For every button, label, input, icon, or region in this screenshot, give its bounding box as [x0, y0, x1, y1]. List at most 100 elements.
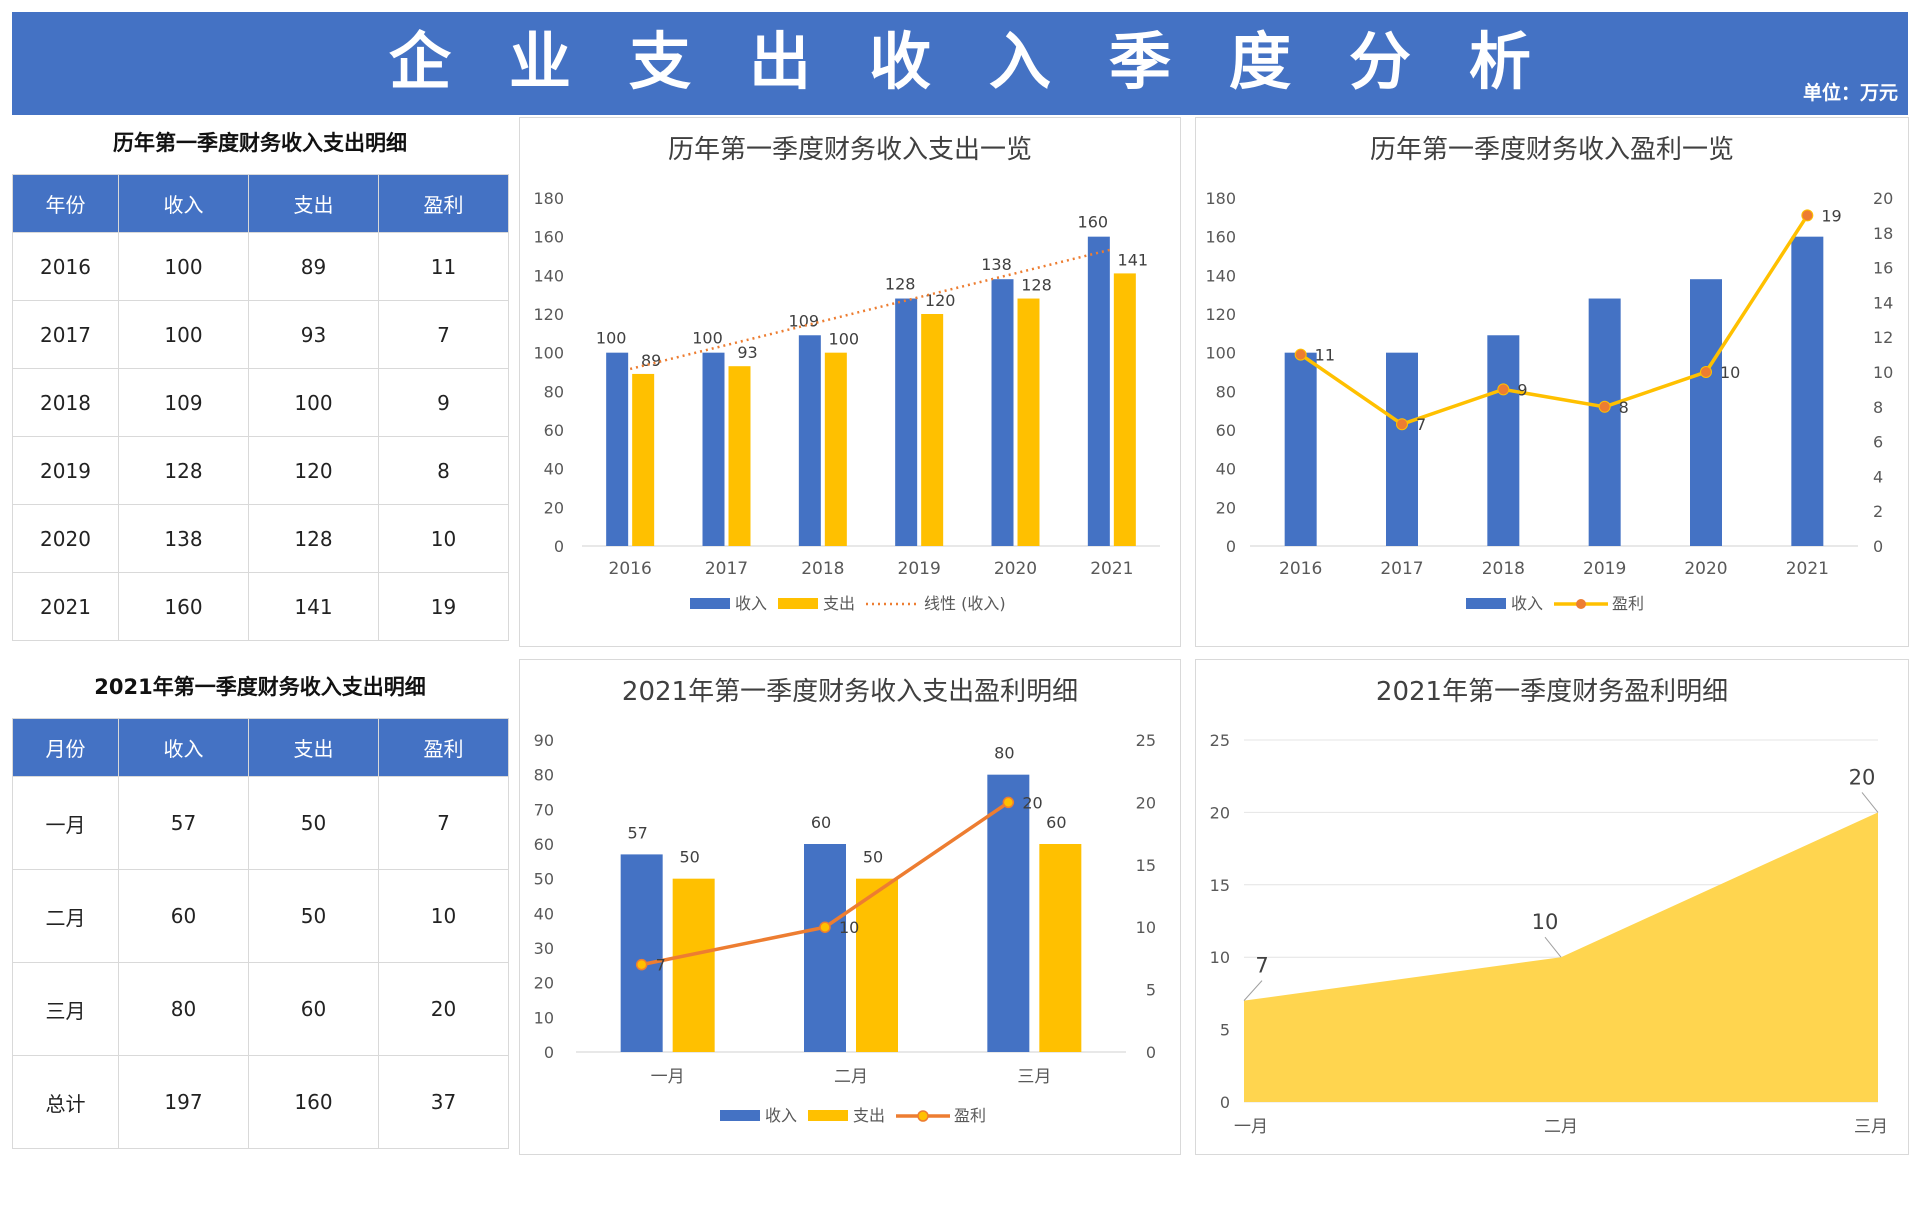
bar-income	[702, 352, 725, 546]
point-profit	[819, 921, 831, 933]
table-row: 2017 100 93 7	[12, 300, 509, 369]
profit-cell: 7	[378, 300, 509, 369]
income-cell: 138	[118, 504, 249, 573]
expense-cell: 160	[248, 1055, 379, 1149]
x-tick-label: 一月	[1234, 1117, 1268, 1137]
data-label-profit: 20	[1849, 765, 1876, 789]
y2-tick-label: 20	[1136, 793, 1156, 812]
bar-expense	[921, 314, 944, 546]
income-cell: 80	[118, 962, 249, 1056]
table-row: 三月 80 60 20	[12, 962, 509, 1056]
table2-title: 2021年第一季度财务收入支出明细	[94, 675, 426, 699]
column-header-expense: 支出	[248, 718, 379, 777]
y-tick-label: 40	[1216, 460, 1236, 479]
yearly-q1-table: 年份 收入 支出 盈利 2016 100 89 11 2017 100 93 7 2018 109…	[12, 174, 509, 641]
income-cell: 109	[118, 368, 249, 437]
legend-swatch-income	[720, 1110, 760, 1121]
profit-cell: 19	[378, 572, 509, 641]
x-tick-label: 一月	[651, 1067, 685, 1087]
y-tick-label: 50	[534, 870, 554, 889]
legend-label-income: 收入	[735, 594, 767, 613]
chart-panel-income-expense: 历年第一季度财务收入支出一览 0 20 40 60 80 100 120 140 160 180 20…	[519, 117, 1181, 647]
bar-income	[620, 854, 663, 1052]
bar-income	[987, 774, 1030, 1052]
chart-title: 2021年第一季度财务盈利明细	[1376, 677, 1728, 707]
data-label-profit: 7	[656, 956, 666, 975]
expense-cell: 50	[248, 869, 379, 963]
data-label-leader	[1544, 936, 1562, 958]
chart-title: 历年第一季度财务收入盈利一览	[1370, 135, 1734, 165]
bar-income	[1284, 352, 1317, 546]
income-cell: 128	[118, 436, 249, 505]
x-tick-label: 2021	[1090, 559, 1133, 579]
data-label-profit: 20	[1022, 793, 1042, 812]
month-cell: 一月	[12, 776, 119, 870]
bar-expense	[824, 352, 847, 546]
x-tick-label: 二月	[834, 1067, 868, 1087]
expense-cell: 50	[248, 776, 379, 870]
monthly-profit-area-chart: 2021年第一季度财务盈利明细 0 5 10 15 20 25 一月 7 二月 10 三月 20	[1210, 677, 1888, 1137]
data-label-profit: 9	[1517, 380, 1527, 399]
x-tick-label: 2016	[1279, 559, 1322, 579]
data-label-profit: 10	[839, 918, 859, 937]
data-label-expense: 50	[679, 848, 699, 867]
bar-expense	[1039, 844, 1082, 1052]
column-header-income: 收入	[118, 174, 249, 233]
legend-label-profit: 盈利	[954, 1106, 986, 1125]
legend-swatch-income	[1466, 598, 1506, 609]
x-tick-label: 三月	[1017, 1067, 1051, 1087]
profit-cell: 8	[378, 436, 509, 505]
data-label-income: 109	[789, 311, 820, 330]
profit-cell: 9	[378, 368, 509, 437]
y-tick-label: 5	[1220, 1021, 1230, 1040]
legend-label-income: 收入	[1511, 594, 1543, 613]
y-tick-label: 40	[534, 904, 554, 923]
chart-title: 2021年第一季度财务收入支出盈利明细	[622, 677, 1078, 707]
profit-cell: 10	[378, 869, 509, 963]
y-tick-label: 160	[533, 228, 564, 247]
y-tick-label: 60	[544, 421, 564, 440]
bar-income	[1588, 298, 1621, 546]
column-header-year: 年份	[12, 174, 119, 233]
bar-expense	[672, 878, 715, 1052]
x-tick-label: 2019	[1583, 559, 1626, 579]
y-tick-label: 140	[533, 266, 564, 285]
point-profit	[1396, 418, 1408, 431]
bar-expense	[632, 373, 655, 546]
bar-income	[991, 279, 1014, 546]
y-tick-label: 160	[1205, 228, 1236, 247]
legend-swatch-expense	[808, 1110, 848, 1121]
y-tick-label: 0	[554, 537, 564, 556]
y-tick-label: 140	[1205, 266, 1236, 285]
data-label-income: 57	[627, 823, 647, 842]
expense-cell: 93	[248, 300, 379, 369]
profit-cell: 11	[378, 232, 509, 301]
point-profit	[1700, 366, 1712, 378]
profit-cell: 20	[378, 962, 509, 1056]
bar-income	[1087, 236, 1110, 546]
y-tick-label: 60	[534, 835, 554, 854]
bar-expense	[1113, 273, 1136, 546]
data-label-expense: 128	[1021, 276, 1052, 295]
bar-income	[895, 298, 918, 546]
month-cell: 三月	[12, 962, 119, 1056]
y-tick-label: 80	[544, 382, 564, 401]
y-tick-label: 20	[544, 498, 564, 517]
data-label-expense: 93	[737, 343, 757, 362]
y2-tick-label: 10	[1136, 918, 1156, 937]
y-tick-label: 120	[1205, 305, 1236, 324]
chart-panel-income-profit: 历年第一季度财务收入盈利一览 0 20 40 60 80 100 120 140 160 180 0 2…	[1195, 117, 1909, 647]
x-tick-label: 2020	[994, 559, 1037, 579]
y-tick-label: 70	[534, 800, 554, 819]
year-cell: 2018	[12, 368, 119, 437]
bar-income	[1487, 335, 1520, 546]
legend-swatch-profit-marker	[1576, 599, 1586, 609]
data-label-expense: 89	[641, 351, 661, 370]
point-profit	[1294, 348, 1307, 361]
y-tick-label: 60	[1216, 421, 1236, 440]
y2-tick-label: 6	[1873, 433, 1883, 452]
y-tick-label: 100	[533, 344, 564, 363]
table-row: 二月 60 50 10	[12, 869, 509, 963]
monthly-2021-q1-table: 月份 收入 支出 盈利 一月 57 50 7 二月 60 50 10 三月 80 60 20 总计 197…	[12, 718, 509, 1149]
y2-tick-label: 0	[1873, 537, 1883, 556]
